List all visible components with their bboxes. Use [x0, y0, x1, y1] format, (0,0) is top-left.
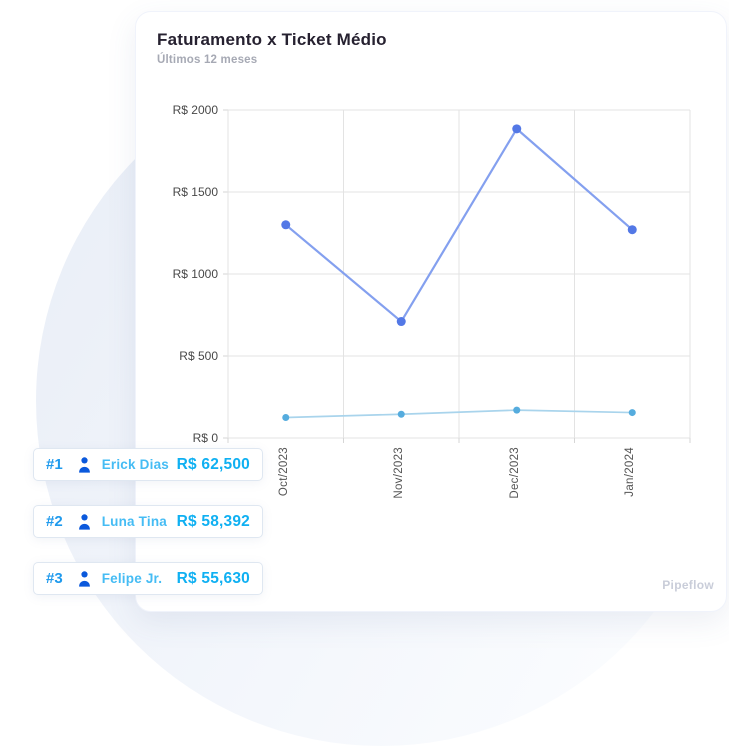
chart-subtitle: Últimos 12 meses	[157, 54, 258, 66]
person-icon	[76, 513, 93, 530]
y-axis-tick-label: R$ 1500	[172, 185, 218, 199]
data-point	[397, 410, 405, 418]
leaderboard-item-2: #2 Luna Tina R$ 58,392	[33, 505, 263, 538]
x-axis-tick-label: Nov/2023	[393, 447, 406, 499]
data-point	[281, 220, 291, 230]
rank-badge: #3	[46, 570, 63, 587]
rank-badge: #2	[46, 513, 63, 530]
y-axis-tick-label: R$ 1000	[172, 267, 218, 281]
data-point	[512, 124, 522, 134]
data-point	[282, 414, 290, 421]
rank-badge: #1	[46, 456, 63, 473]
x-axis-tick-label: Oct/2023	[277, 447, 290, 497]
seller-amount: R$ 62,500	[176, 455, 250, 473]
person-icon	[76, 456, 93, 473]
seller-amount: R$ 55,630	[176, 569, 250, 587]
y-axis-tick-label: R$ 2000	[172, 103, 218, 117]
leaderboard-item-1: #1 Erick Dias R$ 62,500	[33, 448, 263, 481]
chart-svg	[223, 109, 691, 443]
person-icon	[76, 570, 93, 587]
data-point	[628, 409, 636, 417]
x-axis-tick-label: Jan/2024	[624, 447, 637, 497]
line-chart: R$ 0 R$ 500 R$ 1000 R$ 1500 R$ 2000 Oct/2023 N…	[173, 103, 691, 499]
seller-name: Felipe Jr.	[101, 571, 163, 586]
data-point	[396, 317, 406, 327]
data-point	[627, 225, 637, 235]
seller-name: Erick Dias	[101, 457, 169, 472]
chart-title: Faturamento x Ticket Médio	[157, 30, 387, 49]
y-axis-tick-label: R$ 0	[192, 431, 218, 445]
seller-name: Luna Tina	[101, 514, 167, 529]
x-axis-tick-label: Dec/2023	[508, 447, 521, 499]
leaderboard-item-3: #3 Felipe Jr. R$ 55,630	[33, 562, 263, 595]
data-point	[513, 406, 521, 414]
seller-amount: R$ 58,392	[176, 512, 250, 530]
brand-watermark: Pipeflow	[662, 578, 714, 592]
y-axis-tick-label: R$ 500	[179, 349, 218, 363]
